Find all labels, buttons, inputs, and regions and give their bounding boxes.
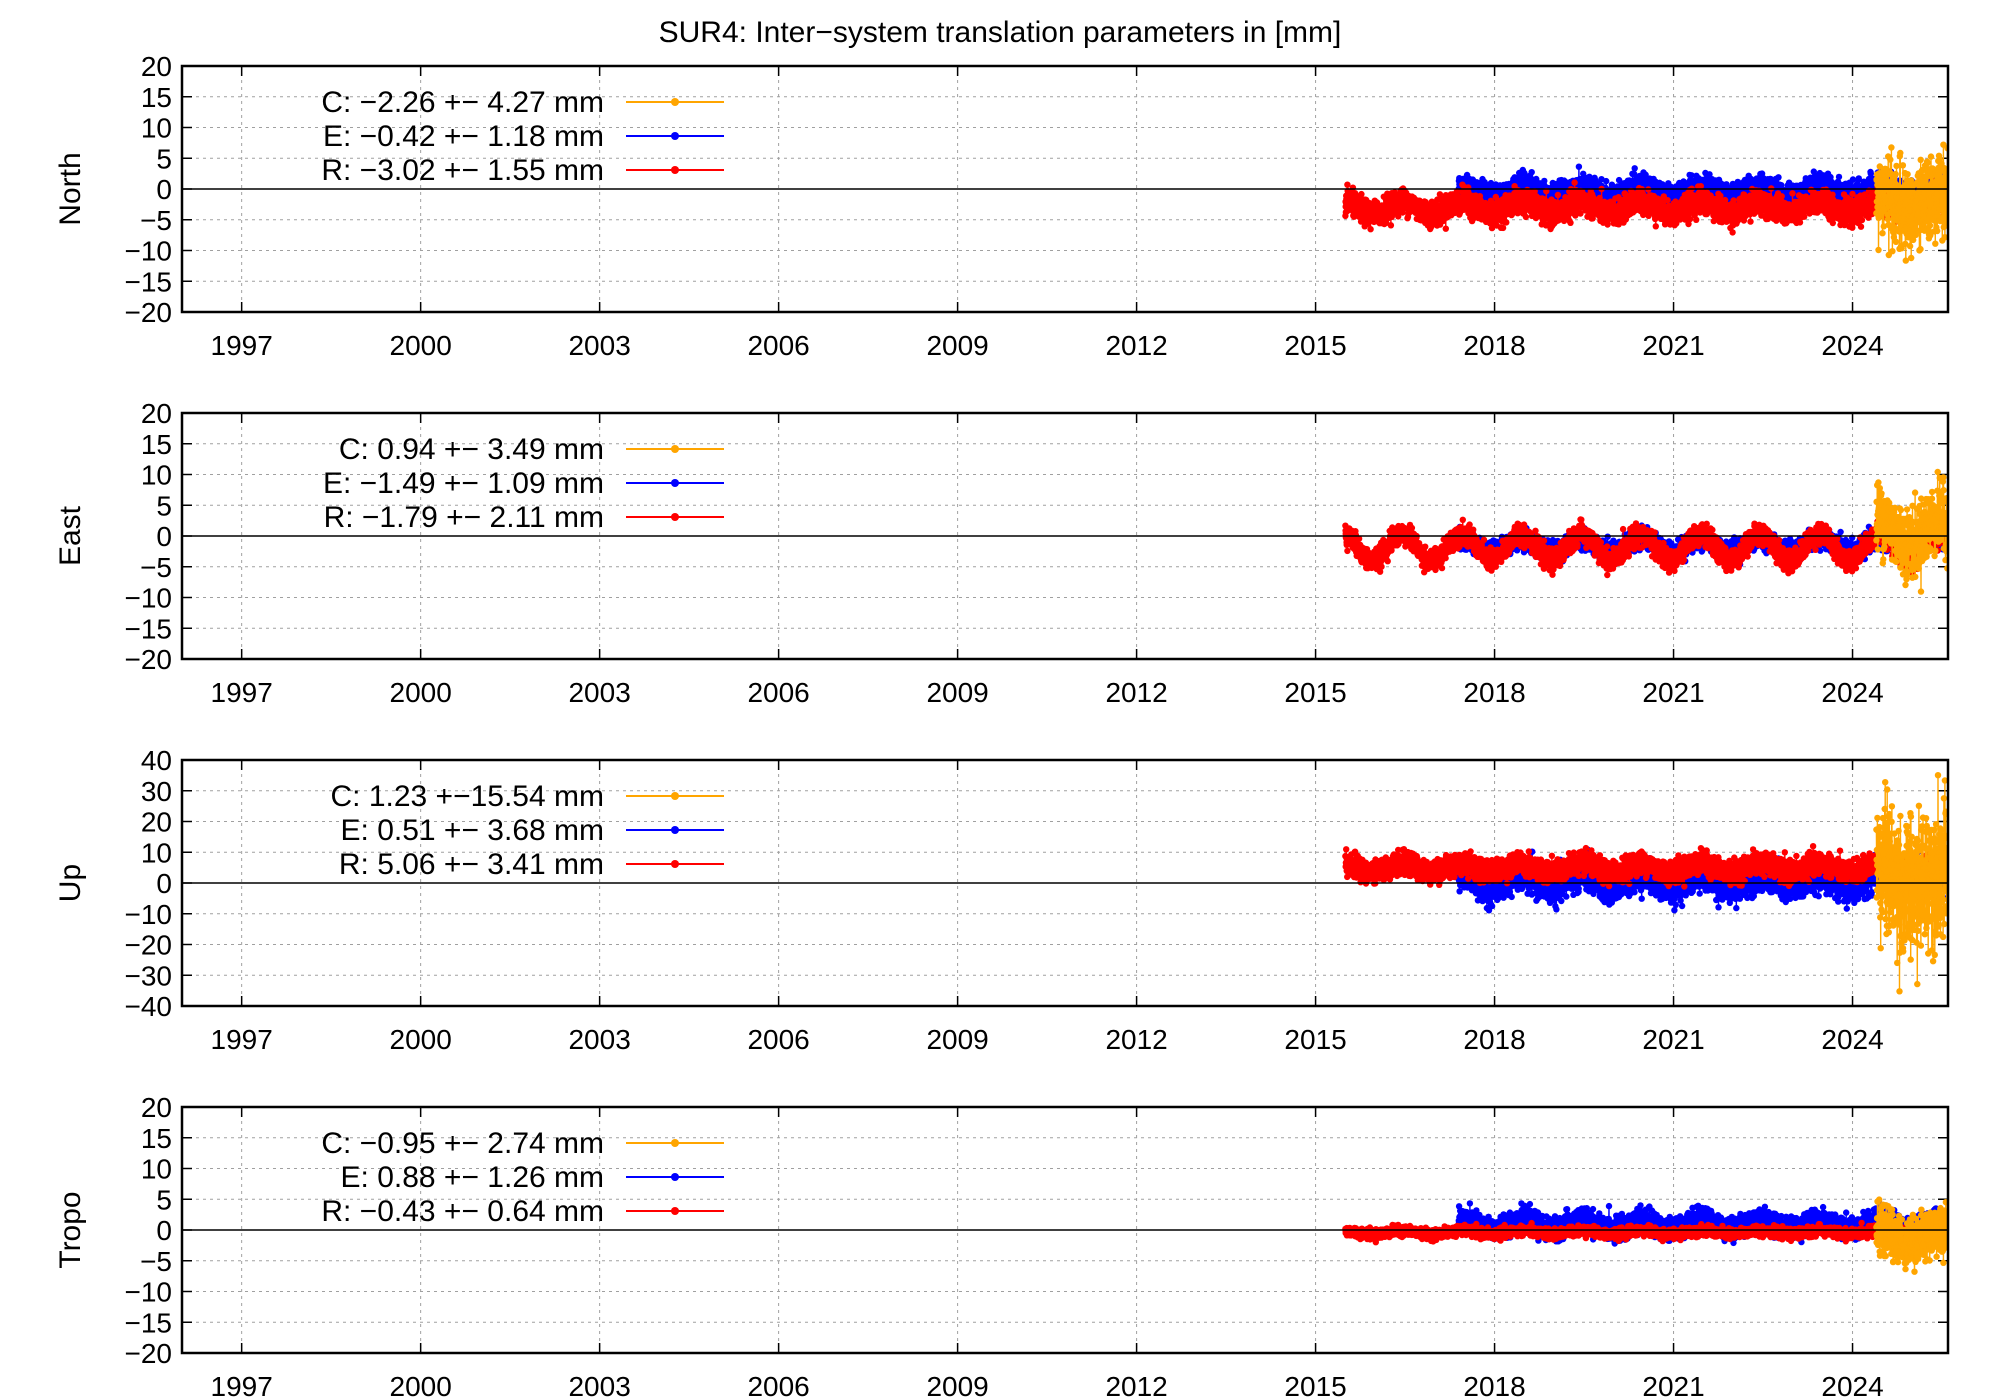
y-tick-label: 15: [141, 82, 172, 113]
y-tick-label: −15: [125, 266, 173, 297]
y-tick-label: 5: [156, 143, 172, 174]
x-tick-label: 2006: [747, 330, 809, 361]
data-point-R: [1349, 184, 1357, 191]
data-point-E: [1615, 176, 1623, 184]
series-group: [1342, 141, 1948, 264]
x-tick-label: 2000: [390, 330, 452, 361]
x-tick-label: 2015: [1284, 330, 1346, 361]
data-point-E: [1575, 163, 1583, 170]
y-tick-label: −10: [125, 236, 173, 267]
data-point-R: [1652, 223, 1660, 230]
data-point-E: [1631, 165, 1638, 172]
x-tick-label: 2024: [1821, 330, 1883, 361]
data-point-R: [1367, 226, 1374, 233]
x-tick-label: 2018: [1463, 330, 1525, 361]
x-tick-label: 2012: [1105, 330, 1167, 361]
data-point-R: [1499, 224, 1507, 232]
data-point-R: [1358, 190, 1365, 198]
data-point-E: [1706, 171, 1713, 178]
data-point-E: [1603, 177, 1610, 185]
data-point-R: [1503, 219, 1510, 226]
y-tick-label: −5: [140, 205, 172, 236]
y-tick-label: 10: [141, 113, 172, 144]
data-point-R: [1344, 181, 1351, 188]
data-point-E: [1688, 172, 1695, 179]
data-point-E: [1835, 173, 1843, 181]
x-tick-label: 2003: [568, 330, 630, 361]
x-tick-label: 2021: [1642, 330, 1704, 361]
data-point-R: [1442, 225, 1450, 232]
x-tick-label: 2009: [926, 330, 988, 361]
data-point-E: [1541, 177, 1548, 185]
y-tick-label: 0: [156, 174, 172, 205]
chart-title: SUR4: Inter−system translation parameter…: [659, 16, 1342, 49]
data-point-R: [1554, 191, 1562, 199]
data-point-R: [1567, 219, 1574, 226]
y-tick-label: −20: [125, 297, 173, 328]
data-point-R: [1522, 213, 1530, 221]
data-point-R: [1387, 222, 1395, 229]
data-point-E: [1775, 174, 1782, 181]
data-point-R: [1571, 179, 1578, 186]
x-tick-label: 1997: [211, 330, 273, 361]
data-point-E: [1528, 169, 1535, 176]
y-tick-label: 20: [141, 51, 172, 82]
